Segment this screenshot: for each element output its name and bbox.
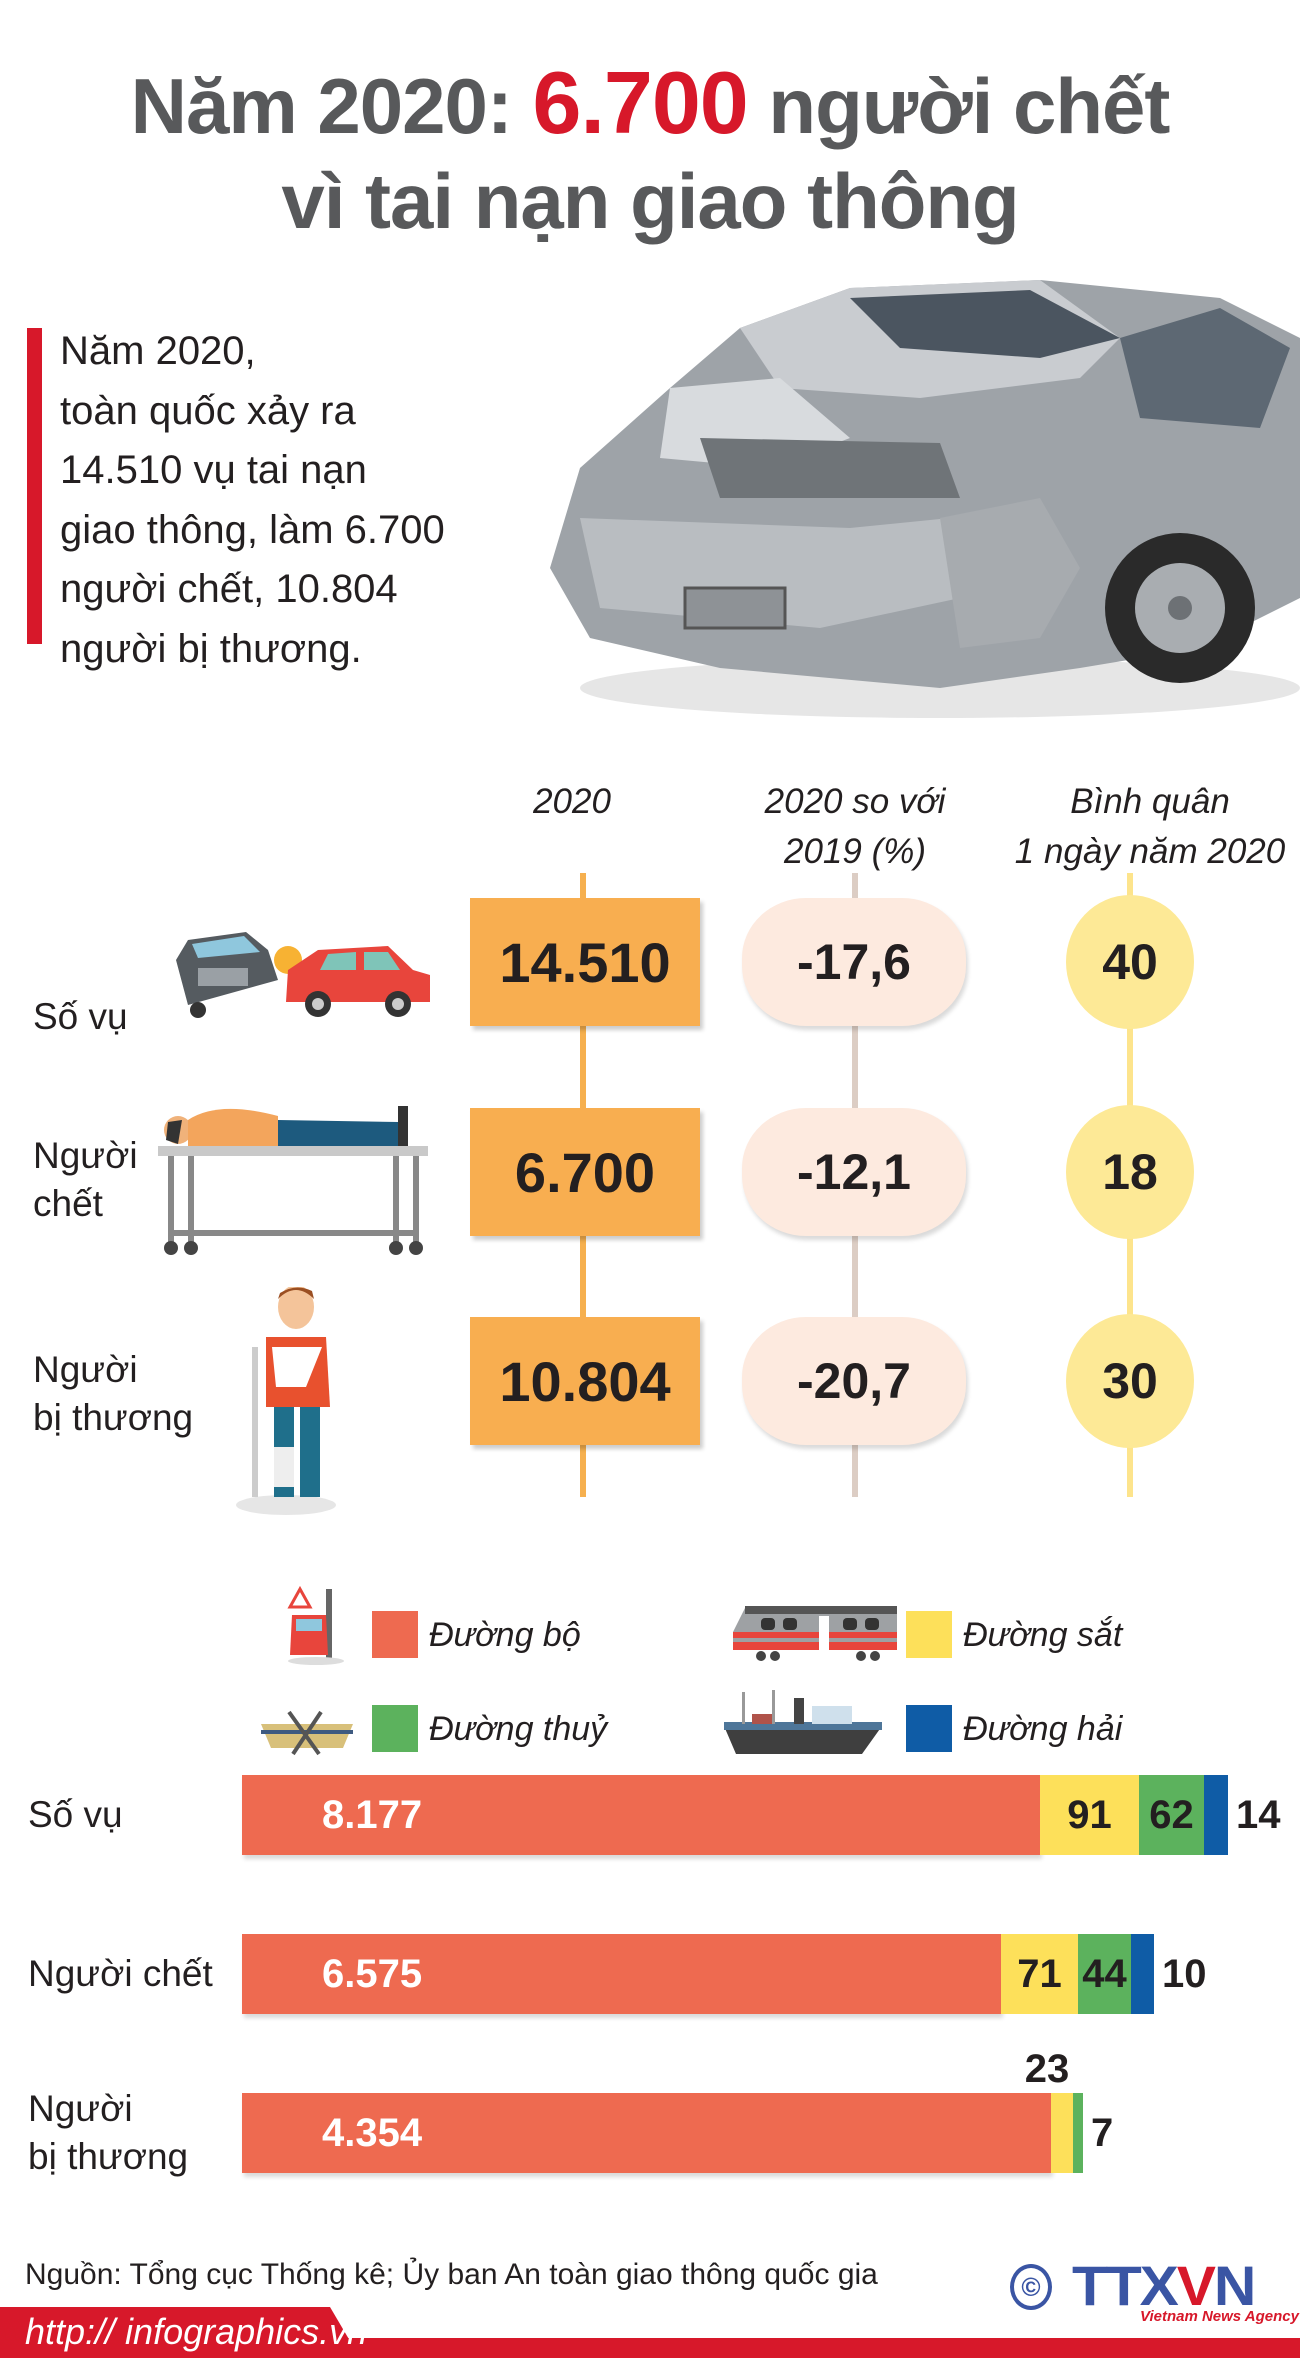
bar-segment — [1139, 1775, 1204, 1855]
bar-segment — [1204, 1775, 1228, 1855]
legend-label-duong-hai: Đường hải — [963, 1710, 1123, 1748]
row-label-nguoi-bi-thuong: Người bị thương — [33, 1346, 193, 1442]
bar-value-label: 8.177 — [322, 1793, 423, 1837]
train-icon — [733, 1606, 897, 1661]
logo-text-v: V — [1176, 2254, 1216, 2317]
logo-text-a: TTX — [1072, 2254, 1179, 2317]
row-label-line2: bị thương — [33, 1397, 194, 1438]
col-header-change-line2: 2019 (%) — [783, 832, 927, 871]
col-header-per-day-line2: 1 ngày năm 2020 — [1014, 832, 1286, 871]
legend-swatch-duong-sat — [906, 1611, 952, 1658]
bar-category-nguoi-chet: Người chết — [28, 1953, 213, 1994]
page-title: Năm 2020: 6.700 người chết vì tai nạn gi… — [0, 55, 1300, 249]
col-header-2020: 2020 — [533, 782, 611, 821]
row-label-line1: Người — [33, 1135, 138, 1176]
intro-text: Năm 2020, toàn quốc xảy ra 14.510 vụ tai… — [60, 322, 530, 679]
road-accident-icon — [287, 1585, 344, 1665]
car-crash-icon — [176, 932, 430, 1018]
per-day-nguoi-bi-thuong: 30 — [1066, 1314, 1194, 1448]
col-header-change-line1: 2020 so với — [764, 782, 946, 821]
intro-line: người chết, 10.804 — [60, 567, 398, 611]
intro-line: giao thông, làm 6.700 — [60, 507, 445, 552]
row-label-nguoi-chet: Người chết — [33, 1132, 138, 1228]
bar-segment — [242, 1775, 1040, 1855]
bar-value-label: 71 — [1017, 1952, 1062, 1996]
bar-category-line2: bị thương — [28, 2136, 189, 2177]
title-part-2: người chết — [747, 62, 1170, 150]
injured-person-icon — [236, 1287, 336, 1515]
value-2020-so-vu: 14.510 — [470, 898, 700, 1026]
title-line-1: Năm 2020: 6.700 người chết — [0, 55, 1300, 154]
source-note: Nguồn: Tổng cục Thống kê; Ủy ban An toàn… — [25, 2258, 878, 2291]
intro-line: Năm 2020, — [60, 329, 256, 373]
legend-label-duong-sat: Đường sắt — [963, 1616, 1123, 1654]
bar-category-so-vu: Số vụ — [28, 1794, 123, 1835]
bar-segment — [1073, 2093, 1083, 2173]
bar-value-label: 7 — [1091, 2111, 1114, 2155]
footer-red-band — [0, 2338, 1300, 2358]
legend-swatch-duong-hai — [906, 1705, 952, 1752]
bar-value-label: 4.354 — [322, 2111, 423, 2155]
intro-line: toàn quốc xảy ra — [60, 388, 356, 433]
bar-segment — [242, 2093, 1051, 2173]
ship-icon — [724, 1690, 882, 1754]
bar-value-label: 10 — [1162, 1952, 1207, 1996]
bar-segment — [1078, 1934, 1131, 2014]
value-2020-nguoi-bi-thuong: 10.804 — [470, 1317, 700, 1445]
title-line-2: vì tai nạn giao thông — [281, 157, 1019, 245]
bar-value-label: 44 — [1082, 1952, 1127, 1996]
row-label-line1: Người — [33, 1349, 138, 1390]
crashed-car-image — [550, 280, 1300, 718]
bar-value-label: 14 — [1236, 1793, 1281, 1837]
legend-swatch-duong-thuy — [372, 1705, 418, 1752]
col-header-per-day-line1: Bình quân — [1070, 782, 1230, 821]
bar-value-label: 23 — [1024, 2047, 1070, 2091]
stretcher-body-icon — [158, 1106, 428, 1255]
ttxvn-logo: TTXVN — [1072, 2258, 1256, 2314]
bar-category-nguoi-bi-thuong: Người bị thương — [28, 2085, 188, 2181]
legend-swatch-duong-bo — [372, 1611, 418, 1658]
change-nguoi-bi-thuong: -20,7 — [742, 1317, 966, 1445]
bar-segment — [1051, 2093, 1073, 2173]
legend-label-duong-thuy: Đường thuỷ — [429, 1710, 608, 1748]
value-2020-nguoi-chet: 6.700 — [470, 1108, 700, 1236]
per-day-nguoi-chet: 18 — [1066, 1105, 1194, 1239]
intro-line: người bị thương. — [60, 626, 362, 671]
col-header-per-day: Bình quân 1 ngày năm 2020 — [1000, 777, 1300, 877]
title-part-1: Năm 2020: — [130, 62, 533, 150]
row-label-line2: chết — [33, 1183, 103, 1224]
bar-value-label: 91 — [1067, 1793, 1112, 1837]
bar-segment — [1040, 1775, 1139, 1855]
change-nguoi-chet: -12,1 — [742, 1108, 966, 1236]
boat-icon — [261, 1710, 353, 1756]
bar-category-line1: Người — [28, 2088, 133, 2129]
bar-segment — [1131, 1934, 1154, 2014]
legend-label-duong-bo: Đường bộ — [429, 1616, 581, 1654]
intro-accent-bar — [27, 328, 42, 644]
change-so-vu: -17,6 — [742, 898, 966, 1026]
row-label-so-vu: Số vụ — [33, 996, 128, 1037]
bar-value-label: 62 — [1149, 1793, 1194, 1837]
website-link[interactable]: http:// infographics.vn — [25, 2311, 368, 2352]
logo-text-b: N — [1213, 2254, 1257, 2317]
title-highlight-deaths: 6.700 — [532, 53, 749, 152]
bar-segment — [1001, 1934, 1078, 2014]
intro-line: 14.510 vụ tai nạn — [60, 448, 367, 492]
col-header-change: 2020 so với 2019 (%) — [735, 777, 975, 877]
bar-value-label: 6.575 — [322, 1952, 423, 1996]
bar-segment — [242, 1934, 1001, 2014]
logo-subtitle: Vietnam News Agency — [1140, 2308, 1299, 2325]
per-day-so-vu: 40 — [1066, 895, 1194, 1029]
copyright-icon: © — [1010, 2264, 1052, 2310]
